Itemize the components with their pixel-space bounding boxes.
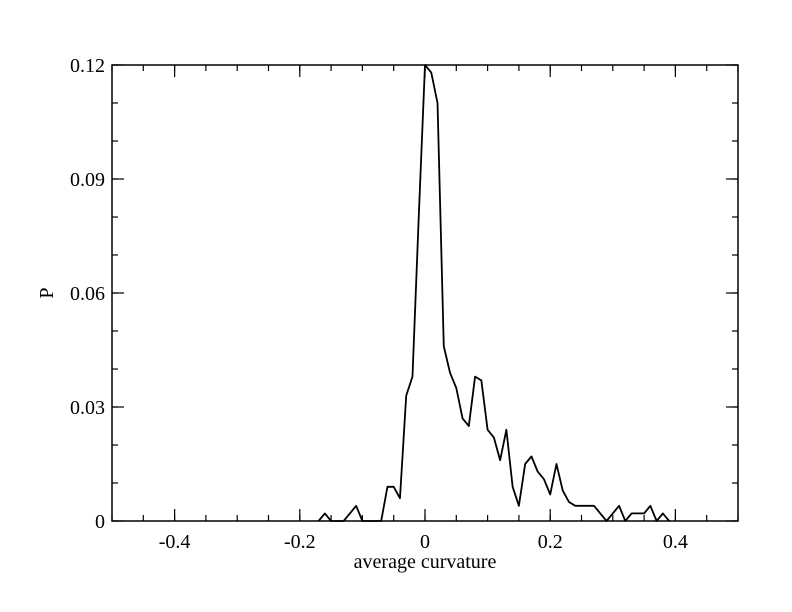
x-tick-label: -0.4 (159, 531, 191, 553)
y-tick-label: 0.12 (70, 55, 105, 77)
axis-ticks (111, 64, 739, 522)
x-tick-label: 0.4 (663, 531, 688, 553)
y-tick-label: 0 (95, 511, 105, 533)
y-tick-label: 0.06 (70, 283, 105, 305)
x-tick-label: 0 (420, 531, 430, 553)
y-axis-label: P (36, 287, 58, 298)
plot-frame (111, 64, 739, 522)
x-tick-label: -0.2 (284, 531, 316, 553)
x-tick-label: 0.2 (538, 531, 563, 553)
y-tick-label: 0.09 (70, 169, 105, 191)
x-axis-label: average curvature (354, 551, 497, 573)
y-tick-label: 0.03 (70, 397, 105, 419)
axis-tick-labels: -0.4 -0.2 0 0.2 0.4 0 0.03 0.06 0.09 0.12 (70, 55, 688, 553)
series-line (317, 64, 670, 522)
